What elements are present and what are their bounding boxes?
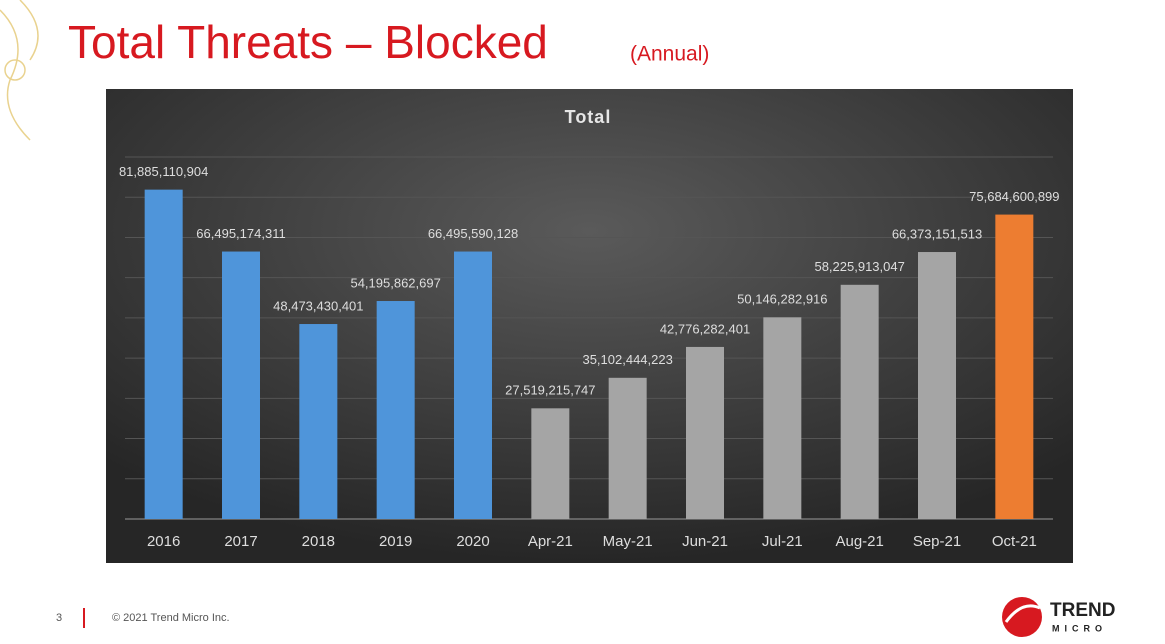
bar [299,324,338,519]
bar [531,408,570,519]
bar [763,317,802,519]
bar [840,284,879,519]
logo-text: TREND [1050,600,1115,621]
copyright: © 2021 Trend Micro Inc. [112,612,230,624]
x-tick-label: 2016 [147,533,180,550]
data-label: 58,225,913,047 [814,259,904,274]
bar [995,214,1034,519]
x-tick-label: 2018 [302,533,335,550]
x-tick-label: May-21 [603,533,653,550]
data-label: 35,102,444,223 [582,352,672,367]
data-label: 42,776,282,401 [660,321,750,336]
bar [144,189,183,519]
x-tick-label: Aug-21 [835,533,883,550]
x-tick-label: Apr-21 [528,533,573,550]
x-tick-label: 2017 [224,533,257,550]
page-number: 3 [56,612,62,624]
bar [608,377,647,519]
data-label: 66,495,174,311 [196,226,285,241]
x-tick-label: 2019 [379,533,412,550]
bar [376,301,415,519]
chart-panel [106,89,1073,563]
logo: TREND MICRO [1002,597,1115,637]
bar [918,252,956,519]
data-label: 66,373,151,513 [892,226,982,241]
data-label: 75,684,600,899 [969,189,1059,204]
bar [686,346,724,519]
x-tick-label: 2020 [456,533,489,550]
data-label: 81,885,110,904 [119,164,208,179]
logo-text: MICRO [1052,623,1107,633]
data-label: 48,473,430,401 [273,298,363,313]
data-label: 66,495,590,128 [428,226,518,241]
x-tick-label: Jun-21 [682,533,728,550]
data-label: 27,519,215,747 [505,383,595,398]
chart-title: Total [565,107,612,127]
x-tick-label: Sep-21 [913,533,961,550]
slide-subtitle: (Annual) [630,43,709,66]
bar [454,251,492,519]
x-tick-label: Oct-21 [992,533,1037,550]
slide-title: Total Threats – Blocked [68,16,548,68]
decoration [0,0,39,141]
data-label: 50,146,282,916 [737,292,827,307]
bar [222,251,260,519]
data-label: 54,195,862,697 [350,275,440,290]
x-tick-label: Jul-21 [762,533,803,550]
